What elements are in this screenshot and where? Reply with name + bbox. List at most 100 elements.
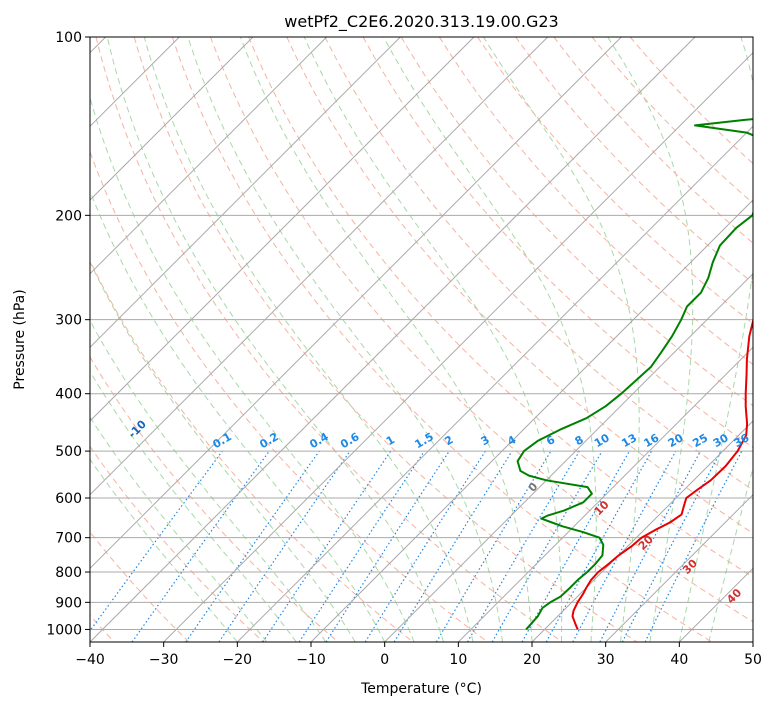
mixing-ratio-label: 36 xyxy=(732,431,752,450)
y-tick-label: 300 xyxy=(55,313,82,329)
moist-adiabat xyxy=(239,37,533,642)
moist-adiabat xyxy=(482,37,640,642)
dewpoint-line xyxy=(516,118,753,631)
mixing-ratio-label: 3 xyxy=(479,433,492,448)
dry-adiabat xyxy=(286,37,753,534)
mixing-ratio-label: 10 xyxy=(592,431,612,450)
dry-adiabat xyxy=(90,150,488,642)
mixing-ratio-line xyxy=(545,450,653,642)
dry-adiabat xyxy=(90,445,264,642)
isotherm xyxy=(90,37,328,275)
mixing-ratio-line xyxy=(218,450,351,642)
mixing-ratio-label: 2 xyxy=(442,433,455,448)
dry-adiabat xyxy=(171,37,712,642)
x-tick-label: 0 xyxy=(380,652,389,668)
mixing-ratio-label: 6 xyxy=(544,433,557,448)
mixing-ratio-line xyxy=(298,450,425,642)
mixing-ratio-label: 0.4 xyxy=(307,430,331,451)
chart-title: wetPf2_C2E6.2020.313.19.00.G23 xyxy=(284,12,558,32)
moist-adiabat xyxy=(90,370,297,642)
x-tick-label: 10 xyxy=(449,652,467,668)
x-tick-label: −20 xyxy=(223,652,253,668)
isotherm xyxy=(90,37,254,201)
dry-adiabats xyxy=(90,37,753,642)
mixing-ratio-line xyxy=(262,450,392,642)
dry-adiabat xyxy=(95,37,563,642)
dry-adiabat xyxy=(591,37,753,204)
isotherm xyxy=(90,37,401,349)
isotherm xyxy=(384,272,753,642)
mixing-ratio-line xyxy=(90,450,223,632)
x-tick-label: 30 xyxy=(597,652,615,668)
moist-adiabat xyxy=(90,458,238,642)
mixing-ratio-label: 8 xyxy=(573,433,586,448)
mixing-ratio-line xyxy=(131,450,270,642)
profile-lines xyxy=(516,118,753,631)
mixing-ratio-label: 13 xyxy=(619,431,639,450)
mixing-ratio-line xyxy=(572,450,677,642)
plot-area: -100-90-80-70-60-50-40-30-20-10010203040… xyxy=(90,37,753,642)
x-axis-label: Temperature (°C) xyxy=(360,681,482,697)
mixing-ratio-line xyxy=(393,450,513,642)
isotherm xyxy=(310,199,753,642)
mixing-ratio-line xyxy=(185,450,320,642)
moist-adiabat xyxy=(106,37,445,642)
dry-adiabat xyxy=(210,37,753,623)
moist-adiabat xyxy=(383,37,597,642)
temperature-line xyxy=(571,318,753,630)
moist-adiabat xyxy=(303,37,563,642)
x-tick-label: 40 xyxy=(670,652,688,668)
moist-adiabat xyxy=(90,189,386,642)
isotherm xyxy=(236,125,753,642)
mixing-ratio-line xyxy=(521,450,631,642)
isotherms xyxy=(90,37,753,642)
mixing-ratio-line xyxy=(466,450,580,642)
mixing-ratio-line xyxy=(644,450,743,642)
moist-adiabat-label: 40 xyxy=(724,586,744,606)
y-tick-label: 200 xyxy=(55,208,82,224)
dry-adiabat-label: -10 xyxy=(126,417,149,440)
moist-adiabat xyxy=(90,319,327,642)
dry-adiabat xyxy=(324,37,753,491)
dry-adiabat xyxy=(90,259,414,642)
y-tick-label: 800 xyxy=(55,565,82,581)
y-tick-label: 100 xyxy=(55,30,82,46)
y-tick-label: 600 xyxy=(55,491,82,507)
mixing-ratio-label: 1.5 xyxy=(413,430,436,451)
mixing-ratio-label: 0.1 xyxy=(210,430,233,451)
dry-adiabat xyxy=(90,356,339,642)
dry-adiabat xyxy=(553,37,753,244)
moist-adiabat xyxy=(678,37,753,642)
dry-adiabat xyxy=(248,37,753,578)
mixing-ratio-label: 1 xyxy=(384,433,397,448)
x-tick-label: −30 xyxy=(149,652,179,668)
y-tick-label: 400 xyxy=(55,387,82,403)
mixing-ratio-label: 30 xyxy=(711,431,731,450)
x-tick-label: −10 xyxy=(296,652,326,668)
isotherm xyxy=(678,567,753,642)
isotherm xyxy=(90,37,622,570)
x-tick-label: 50 xyxy=(744,652,762,668)
dry-adiabat xyxy=(133,37,638,642)
x-tick-label: −40 xyxy=(75,652,105,668)
isotherm xyxy=(531,420,753,642)
y-tick-label: 900 xyxy=(55,595,82,611)
y-tick-label: 500 xyxy=(55,444,82,460)
y-axis-label: Pressure (hPa) xyxy=(12,289,28,389)
moist-adiabat xyxy=(90,260,356,642)
isotherm xyxy=(90,37,475,422)
isotherm xyxy=(457,346,753,642)
dry-adiabat xyxy=(438,37,753,366)
isotherm xyxy=(752,641,753,642)
mixing-ratio-label: 0.2 xyxy=(257,430,280,451)
x-tick-label: 20 xyxy=(523,652,541,668)
mixing-ratio-lines xyxy=(90,450,743,642)
moist-adiabat xyxy=(90,416,268,642)
moist-adiabat-label: 10 xyxy=(592,498,612,518)
isotherm xyxy=(90,37,696,642)
moist-adiabat xyxy=(607,37,694,642)
dry-adiabat xyxy=(400,37,753,407)
moist-adiabat xyxy=(143,37,474,642)
moist-adiabat xyxy=(187,37,503,642)
